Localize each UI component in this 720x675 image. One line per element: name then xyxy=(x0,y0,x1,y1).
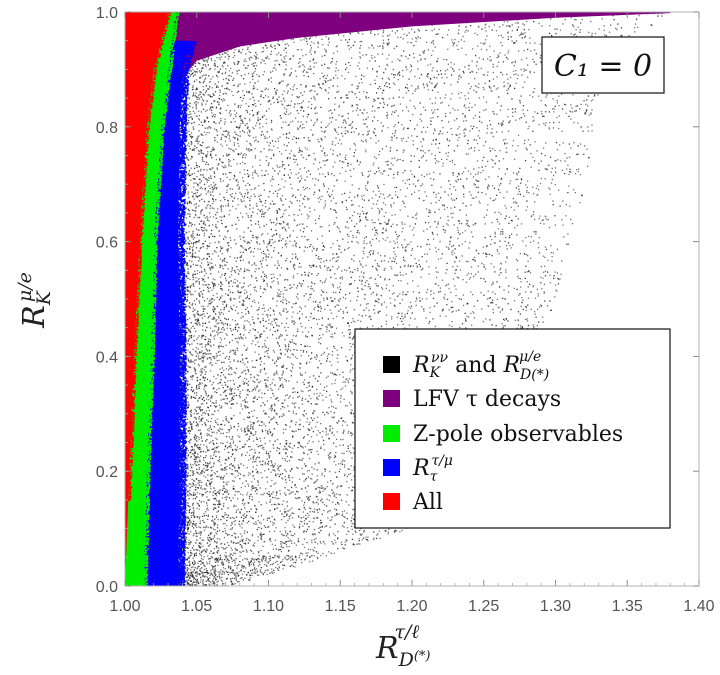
y-tick-label: 0.0 xyxy=(96,579,118,596)
legend-swatch-green xyxy=(383,425,400,442)
legend-box xyxy=(354,328,671,529)
legend: RKνν and RD(*)μ/e LFV τ decays Z-pole ob… xyxy=(354,328,671,529)
y-tick-label: 1.0 xyxy=(96,5,118,22)
legend-swatch-blue xyxy=(383,459,400,476)
x-axis-title-sub: D(*) xyxy=(398,649,431,671)
y-axis-title-sub: K xyxy=(33,289,55,306)
legend-swatch-purple xyxy=(383,390,400,407)
y-axis-title-main: R xyxy=(17,305,52,329)
axis-ticks: 1.00 1.05 1.10 1.15 1.20 1.25 1.30 1.35 1.40 0.0 0… xyxy=(96,5,715,615)
x-tick-label: 1.25 xyxy=(468,598,499,615)
x-tick-label: 1.35 xyxy=(612,598,643,615)
x-tick-label: 1.20 xyxy=(396,598,427,615)
legend-label-rtau: Rττ/μ xyxy=(412,453,453,485)
legend-label-all: All xyxy=(412,490,443,515)
annotation-box: C₁ = 0 xyxy=(541,36,665,94)
x-axis-title: RD(*) τ/ℓ xyxy=(375,621,430,671)
green-edge-points xyxy=(140,12,180,586)
x-axis-title-main: R xyxy=(375,631,399,666)
blue-edge-points xyxy=(175,40,197,586)
y-tick-label: 0.4 xyxy=(96,349,118,366)
y-tick-label: 0.8 xyxy=(96,120,118,137)
x-tick-label: 1.30 xyxy=(540,598,571,615)
series-red-region xyxy=(125,12,169,586)
x-tick-label: 1.15 xyxy=(325,598,356,615)
legend-label-lfv: LFV τ decays xyxy=(413,387,561,412)
data-regions xyxy=(125,12,671,586)
legend-label-zpole: Z-pole observables xyxy=(413,422,623,447)
y-tick-label: 0.2 xyxy=(96,464,118,481)
x-tick-label: 1.40 xyxy=(683,598,714,615)
series-purple-region xyxy=(125,12,671,87)
x-tick-label: 1.00 xyxy=(109,598,140,615)
legend-swatch-red xyxy=(383,493,400,510)
x-tick-label: 1.05 xyxy=(181,598,212,615)
legend-swatch-black xyxy=(383,356,400,373)
legend-label-rk-and-rd: RKνν and RD(*)μ/e xyxy=(412,349,549,383)
y-axis-title: RKμ/e xyxy=(14,272,55,329)
y-tick-label: 0.6 xyxy=(96,235,118,252)
y-axis-title-sup: μ/e xyxy=(14,272,36,302)
x-axis-title-sup: τ/ℓ xyxy=(394,621,419,643)
x-tick-label: 1.10 xyxy=(253,598,284,615)
annotation-text: C₁ = 0 xyxy=(554,49,652,84)
